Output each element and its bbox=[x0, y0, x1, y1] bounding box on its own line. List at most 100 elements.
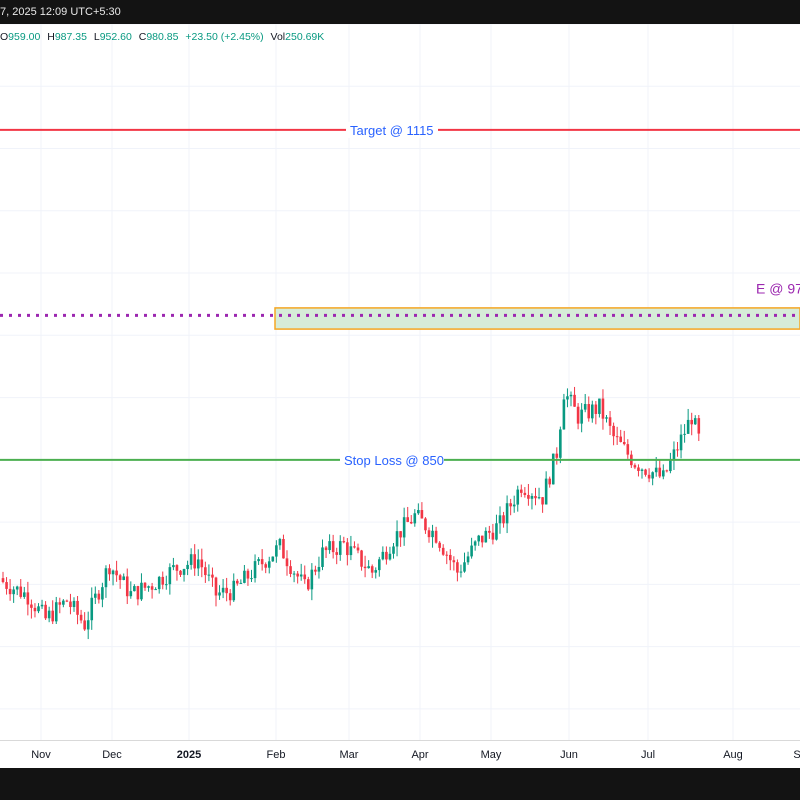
candle-body bbox=[626, 444, 630, 455]
high-value: 987.35 bbox=[54, 31, 87, 43]
candle-body bbox=[488, 530, 491, 533]
bottom-bar bbox=[0, 768, 800, 800]
candle-body bbox=[644, 469, 647, 475]
candle-body bbox=[232, 580, 236, 601]
candle-body bbox=[303, 574, 307, 580]
candle-body bbox=[690, 419, 693, 425]
candle-body bbox=[264, 564, 267, 568]
candle-body bbox=[516, 489, 520, 505]
candle-body bbox=[473, 541, 477, 546]
candle-body bbox=[289, 566, 292, 574]
candle-body bbox=[534, 495, 537, 499]
candle-body bbox=[527, 494, 530, 499]
x-tick-label: Dec bbox=[102, 749, 122, 761]
candle-body bbox=[591, 404, 594, 419]
candle-body bbox=[349, 546, 353, 556]
candle-body bbox=[33, 607, 37, 612]
candle-body bbox=[647, 474, 651, 479]
candle-body bbox=[282, 539, 285, 559]
time-axis[interactable]: Nov Dec 2025 Feb Mar Apr May Jun Jul Aug… bbox=[0, 740, 800, 769]
candle-body bbox=[679, 434, 683, 451]
candle-body bbox=[328, 541, 331, 551]
candle-body bbox=[353, 546, 356, 548]
candle-body bbox=[498, 515, 502, 524]
candle-body bbox=[392, 546, 395, 554]
candle-body bbox=[424, 518, 427, 531]
candle-body bbox=[480, 535, 484, 543]
candle-body bbox=[509, 503, 512, 507]
candle-body bbox=[466, 556, 470, 563]
candle-body bbox=[285, 558, 289, 567]
candle-body bbox=[420, 510, 424, 519]
candle-body bbox=[406, 517, 409, 522]
x-tick-label: Apr bbox=[411, 749, 429, 761]
x-tick-label: May bbox=[480, 749, 502, 761]
high-label: H bbox=[47, 31, 55, 43]
candle-body bbox=[431, 530, 434, 538]
candle-body bbox=[196, 559, 200, 569]
candle-body bbox=[30, 604, 33, 608]
x-tick-label: Nov bbox=[31, 749, 51, 761]
candle-body bbox=[555, 453, 559, 458]
candle-body bbox=[335, 552, 338, 555]
candle-body bbox=[686, 419, 690, 434]
candle-body bbox=[214, 577, 218, 596]
candle-body bbox=[161, 576, 165, 585]
candle-body bbox=[537, 497, 541, 499]
candle-body bbox=[165, 584, 168, 586]
candle-body bbox=[367, 566, 370, 569]
candle-body bbox=[108, 568, 111, 575]
candle-body bbox=[583, 404, 587, 410]
candle-body bbox=[97, 593, 101, 600]
candle-body bbox=[427, 530, 431, 538]
candle-body bbox=[44, 604, 47, 619]
candle-body bbox=[622, 441, 626, 445]
candle-body bbox=[438, 542, 441, 548]
candle-body bbox=[669, 460, 672, 472]
x-tick-label: Jul bbox=[640, 749, 656, 761]
candle-body bbox=[605, 417, 608, 419]
candle-body bbox=[221, 587, 225, 593]
top-bar: 7, 2025 12:09 UTC+5:30 bbox=[0, 0, 800, 24]
candle-body bbox=[331, 541, 335, 553]
candle-body bbox=[136, 586, 140, 600]
candle-body bbox=[225, 587, 228, 594]
target-label: Target @ 1115 bbox=[350, 123, 434, 138]
candle-body bbox=[566, 396, 569, 400]
candle-body bbox=[76, 600, 79, 615]
candle-body bbox=[495, 523, 498, 540]
candle-body bbox=[640, 469, 644, 471]
candle-body bbox=[612, 425, 615, 437]
volume-value: 250.69K bbox=[285, 31, 325, 43]
candle-body bbox=[86, 620, 90, 630]
candle-body bbox=[370, 566, 374, 573]
candle-body bbox=[449, 554, 452, 561]
grid bbox=[0, 24, 800, 740]
x-tick-label: 2025 bbox=[176, 749, 202, 761]
candle-body bbox=[417, 510, 420, 514]
candle-body bbox=[204, 567, 207, 576]
candle-body bbox=[658, 467, 662, 477]
candle-body bbox=[512, 504, 516, 507]
price-chart[interactable]: Target @ 1115 Stop Loss @ 850 E @ 97 bbox=[0, 24, 800, 740]
candle-body bbox=[594, 404, 598, 414]
candle-body bbox=[360, 550, 363, 567]
candle-body bbox=[484, 530, 488, 543]
candle-body bbox=[122, 576, 125, 580]
candle-body bbox=[271, 556, 275, 562]
candle-body bbox=[324, 547, 328, 551]
candle-body bbox=[459, 571, 463, 573]
candle-body bbox=[299, 574, 303, 577]
candle-body bbox=[374, 570, 378, 573]
low-label: L bbox=[93, 31, 100, 43]
candle-body bbox=[278, 539, 282, 546]
candle-body bbox=[463, 562, 466, 572]
candle-body bbox=[101, 587, 104, 600]
candle-body bbox=[200, 559, 204, 568]
candle-body bbox=[257, 559, 260, 562]
candle-body bbox=[218, 592, 221, 596]
candle-body bbox=[662, 470, 665, 477]
candle-body bbox=[179, 570, 182, 575]
candle-body bbox=[172, 565, 175, 568]
candle-body bbox=[576, 406, 580, 424]
